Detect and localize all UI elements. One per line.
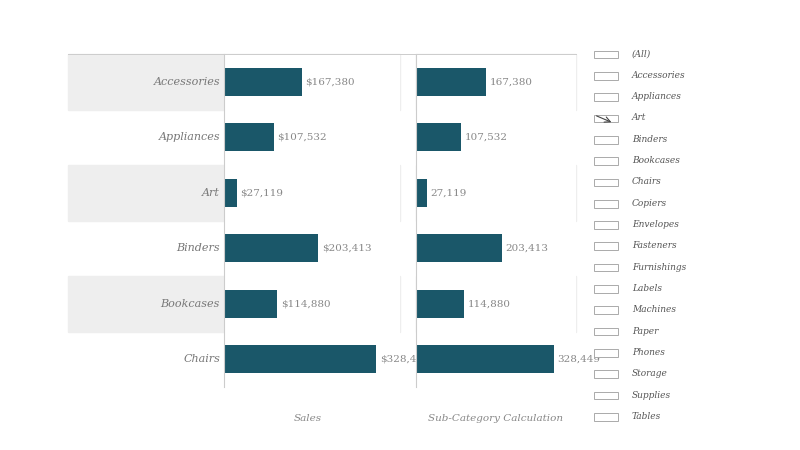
Text: Bookcases: Bookcases [161,299,220,309]
Bar [594,349,618,357]
Bar [594,51,618,58]
Text: 27,119: 27,119 [430,188,467,197]
Text: Bookcases: Bookcases [632,156,680,165]
Bar [594,413,618,421]
Bar [594,72,618,80]
Bar [416,68,486,96]
Bar [594,328,618,335]
Text: Chairs: Chairs [183,354,220,364]
Text: Art: Art [632,113,646,122]
Text: 167,380: 167,380 [490,77,533,86]
Bar [594,285,618,293]
Text: $27,119: $27,119 [240,188,283,197]
Text: Accessories: Accessories [154,77,220,87]
Bar [224,179,237,207]
Text: Art: Art [202,188,220,198]
Text: $203,413: $203,413 [322,244,371,253]
Bar [594,179,618,186]
Text: 107,532: 107,532 [465,133,507,142]
Text: $107,532: $107,532 [278,133,327,142]
Bar [594,370,618,378]
Bar [594,136,618,144]
Text: Appliances: Appliances [158,132,220,142]
Bar [416,179,427,207]
Bar [224,346,376,373]
Text: $114,880: $114,880 [281,299,330,308]
Bar [594,157,618,165]
Text: Furnishings: Furnishings [632,263,686,272]
Text: Copiers: Copiers [632,199,667,208]
Bar [594,115,618,122]
Bar [224,290,278,318]
Text: $167,380: $167,380 [305,77,354,86]
Text: $328,449: $328,449 [380,355,430,364]
Text: Binders: Binders [176,243,220,253]
Bar [594,306,618,314]
Text: Fasteners: Fasteners [632,241,677,250]
Text: Tables: Tables [632,412,662,421]
Text: Chairs: Chairs [632,177,662,186]
Text: Envelopes: Envelopes [632,220,679,229]
Bar [594,243,618,250]
Text: Labels: Labels [632,284,662,293]
Text: Phones: Phones [632,348,665,357]
Text: 203,413: 203,413 [505,244,548,253]
Bar [416,123,462,151]
Text: Appliances: Appliances [632,92,682,101]
Bar [416,346,554,373]
Text: Storage: Storage [632,369,668,378]
Bar [224,234,318,262]
Text: Binders: Binders [632,135,667,144]
Text: (All): (All) [632,50,651,58]
Bar [594,221,618,229]
Bar [224,68,302,96]
Bar [416,290,464,318]
Bar [594,200,618,207]
Bar [594,264,618,271]
Bar [224,123,274,151]
Text: Machines: Machines [632,306,676,315]
Bar [594,392,618,399]
Text: 328,449: 328,449 [558,355,601,364]
Text: Supplies: Supplies [632,391,671,400]
Text: Sales: Sales [294,414,322,423]
Bar [594,93,618,101]
Text: Accessories: Accessories [632,71,686,80]
Text: Paper: Paper [632,327,658,336]
Text: Sub-Category Calculation: Sub-Category Calculation [429,414,563,423]
Text: 114,880: 114,880 [467,299,510,308]
Bar [416,234,502,262]
